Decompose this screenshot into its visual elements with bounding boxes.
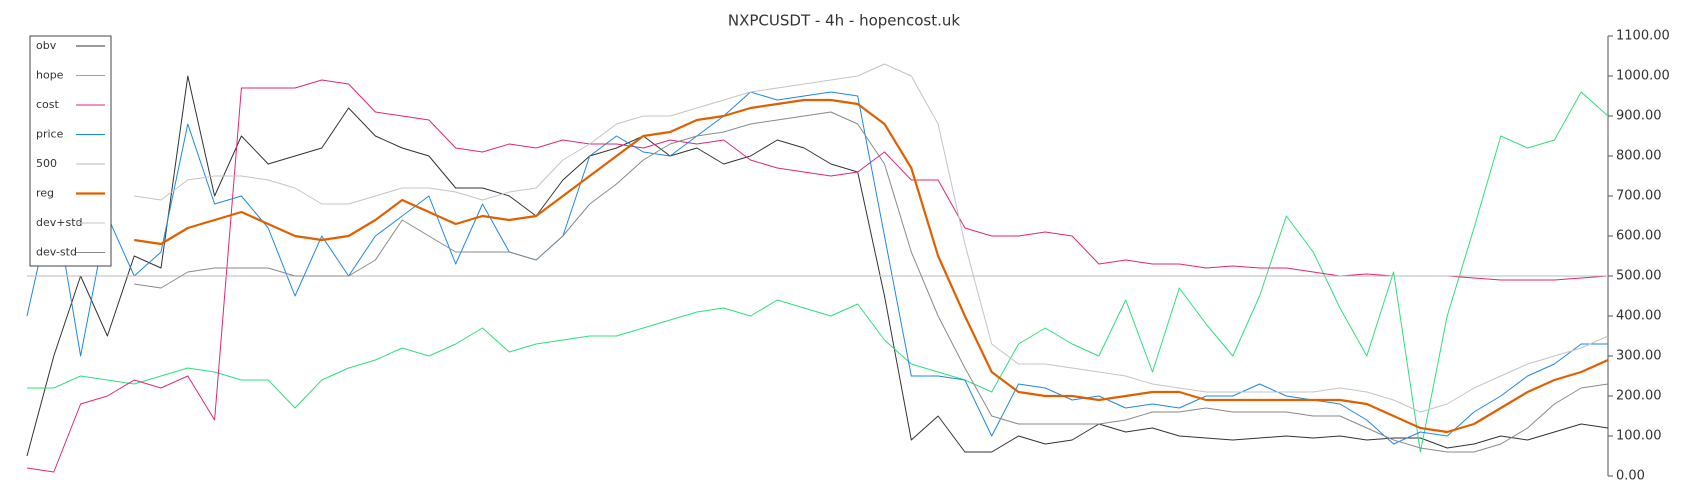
legend-label: dev+std (36, 216, 83, 229)
y-tick-label: 400.00 (1616, 309, 1662, 324)
y-tick-label: 100.00 (1616, 429, 1662, 444)
series-line (26, 75, 1609, 457)
y-tick-label: 900.00 (1616, 109, 1662, 124)
y-tick-label: 200.00 (1616, 389, 1662, 404)
legend-label: price (36, 128, 64, 141)
legend-label: reg (36, 187, 54, 200)
legend-label: cost (36, 98, 60, 111)
legend-label: dev-std (36, 246, 77, 259)
legend-label: hope (36, 69, 64, 82)
series-line (26, 91, 1608, 445)
legend-box (29, 35, 112, 267)
y-tick-label: 0.00 (1616, 469, 1645, 484)
y-tick-label: 1100.00 (1616, 29, 1670, 44)
y-tick-label: 500.00 (1616, 269, 1662, 284)
series-line (134, 63, 1609, 413)
series-line (27, 91, 1609, 453)
y-tick-label: 700.00 (1616, 189, 1662, 204)
chart-title: NXPCUSDT - 4h - hopencost.uk (728, 12, 961, 30)
legend: obv hope cost price 500 reg dev+std dev-std (29, 35, 112, 267)
y-tick-label: 600.00 (1616, 229, 1662, 244)
series-line (134, 98, 1609, 434)
legend-label: obv (36, 39, 57, 52)
y-tick-label: 300.00 (1616, 349, 1662, 364)
series-line (134, 111, 1609, 453)
y-tick-label: 800.00 (1616, 149, 1662, 164)
legend-label: 500 (36, 157, 57, 170)
y-tick-label: 1000.00 (1616, 69, 1670, 84)
